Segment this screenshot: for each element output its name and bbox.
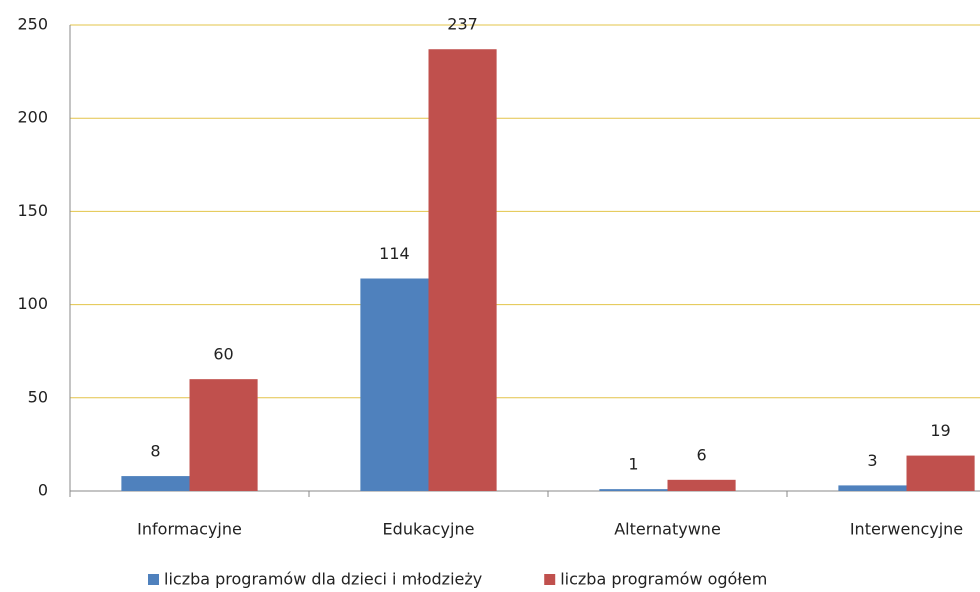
data-label: 114 [379,244,410,263]
y-tick-label: 100 [17,294,48,313]
x-tick-label: Informacyjne [137,520,242,539]
bar [428,49,497,492]
y-tick-label: 50 [28,387,48,406]
bar [599,489,668,491]
bar [189,379,258,491]
data-label: 8 [150,442,160,461]
data-label: 60 [213,345,233,364]
y-tick-label: 250 [17,15,48,34]
data-label: 6 [696,445,706,464]
legend-label: liczba programów ogółem [560,570,767,589]
x-tick-label: Alternatywne [614,520,721,539]
bar [838,485,907,491]
bar [667,479,736,491]
x-tick-label: Edukacyjne [383,520,475,539]
data-label: 19 [930,421,950,440]
data-label: 1 [628,455,638,474]
y-tick-label: 200 [17,108,48,127]
legend-swatch [544,574,556,585]
bar [121,476,190,491]
legend-label: liczba programów dla dzieci i młodzieży [164,570,482,589]
y-tick-label: 0 [38,481,48,500]
legend-swatch [148,574,159,585]
bar [360,278,429,491]
bar [906,455,975,491]
data-label: 3 [867,451,877,470]
data-label: 237 [447,15,478,34]
y-tick-label: 150 [17,201,48,220]
x-tick-label: Interwencyjne [850,520,963,539]
